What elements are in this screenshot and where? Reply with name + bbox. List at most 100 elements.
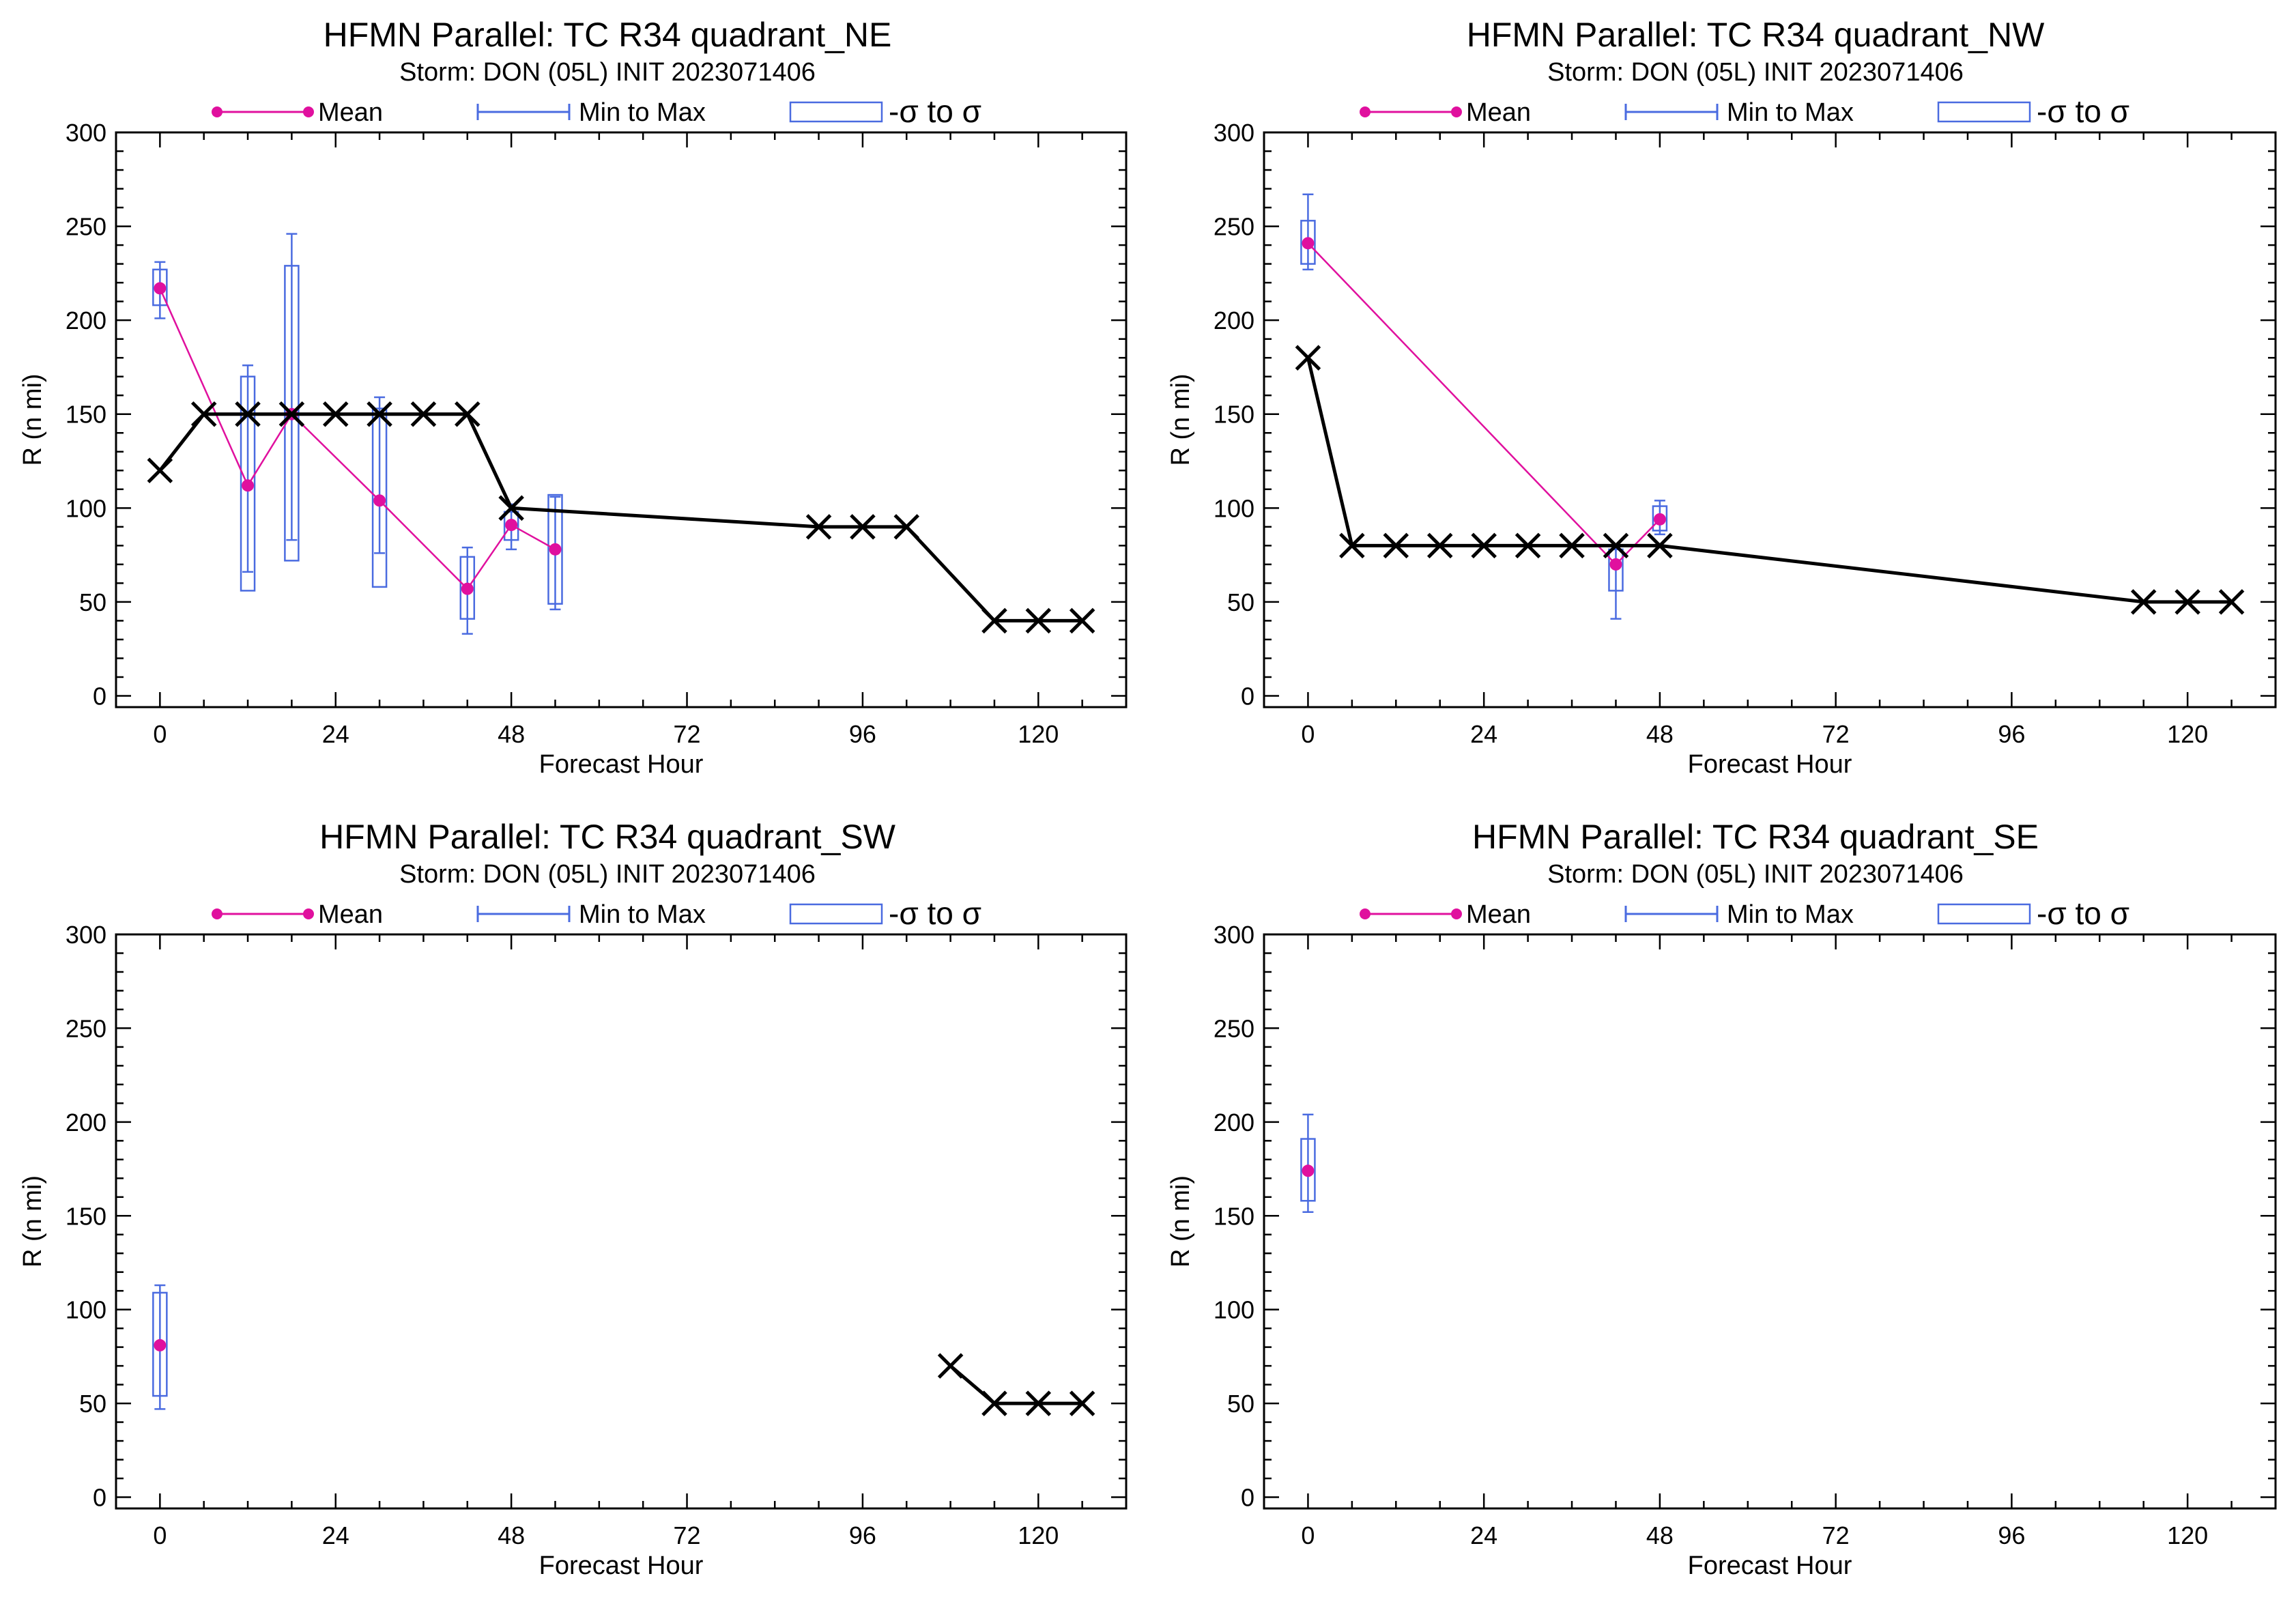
observed-marker-stroke <box>322 401 349 427</box>
observed-marker-stroke <box>498 495 524 521</box>
y-tick-label: 150 <box>1214 1202 1254 1230</box>
x-tick-label: 0 <box>1301 1521 1315 1549</box>
x-tick-label: 48 <box>498 720 525 748</box>
chart-panel-1: HFMN Parallel: TC R34 quadrant_NE Storm: … <box>18 16 1128 779</box>
observed-marker-stroke <box>1339 532 1365 559</box>
observed-marker <box>893 514 920 540</box>
chart-panel-2: HFMN Parallel: TC R34 quadrant_NW Storm: … <box>1166 16 2277 779</box>
observed-marker <box>1025 607 1052 634</box>
y-axis-label: R (n mi) <box>1166 1175 1195 1268</box>
legend: Mean Min to Max -σ to σ <box>212 94 981 129</box>
y-tick-label: 200 <box>66 306 106 334</box>
x-tick-label: 120 <box>2167 1521 2208 1549</box>
observed-marker <box>981 607 1007 634</box>
mean-marker <box>1609 558 1622 571</box>
x-tick-label: 24 <box>322 720 349 748</box>
mean-marker <box>242 479 255 492</box>
observed-marker-stroke <box>1069 1390 1095 1416</box>
mean-marker <box>1302 1164 1315 1177</box>
mean-marker <box>1302 237 1315 250</box>
y-tick-label: 50 <box>79 588 106 616</box>
observed-marker-stroke <box>981 607 1007 634</box>
plot-frame <box>1263 933 2277 1510</box>
x-axis-label: Forecast Hour <box>1688 750 1852 779</box>
chart-subtitle: Storm: DON (05L) INIT 2023071406 <box>1547 860 1964 889</box>
y-tick-label: 50 <box>79 1390 106 1418</box>
chart-title: HFMN Parallel: TC R34 quadrant_NW <box>1467 16 2045 54</box>
chart-subtitle: Storm: DON (05L) INIT 2023071406 <box>1547 58 1964 87</box>
y-tick-label: 0 <box>1241 1484 1254 1512</box>
y-tick-label: 0 <box>1241 682 1254 710</box>
observed-marker-stroke <box>1295 345 1321 371</box>
y-tick-label: 250 <box>66 213 106 241</box>
legend-mean-label: Mean <box>318 900 383 929</box>
observed-marker <box>278 401 305 427</box>
observed-marker <box>1603 532 1629 559</box>
x-tick-label: 96 <box>1998 1521 2025 1549</box>
legend-sigma-box <box>1937 903 2031 925</box>
observed-marker <box>850 514 876 540</box>
y-tick-label: 0 <box>93 682 106 710</box>
legend-mean-marker <box>1360 908 1371 919</box>
legend-minmax-label: Min to Max <box>579 900 706 929</box>
observed-marker-stroke <box>190 401 217 427</box>
observed-marker <box>1559 532 1585 559</box>
legend-minmax-label: Min to Max <box>579 98 706 127</box>
y-tick-label: 300 <box>66 921 106 949</box>
observed-line <box>1306 357 2232 604</box>
observed-marker-stroke <box>1426 532 1453 559</box>
legend-sigma-box <box>789 903 883 925</box>
observed-marker <box>190 401 217 427</box>
observed-marker-stroke <box>235 401 261 427</box>
observed-marker-stroke <box>2175 589 2200 615</box>
observed-marker-stroke <box>893 514 920 540</box>
observed-marker <box>1069 607 1095 634</box>
observed-marker <box>937 1353 964 1379</box>
plot-frame <box>1263 131 2277 708</box>
observed-marker <box>805 514 832 540</box>
observed-marker <box>1383 532 1409 559</box>
chart-panel-4: HFMN Parallel: TC R34 quadrant_SE Storm: … <box>1166 818 2277 1580</box>
plot-frame <box>115 933 1128 1510</box>
y-tick-label: 50 <box>1227 588 1254 616</box>
x-tick-label: 120 <box>1018 1521 1059 1549</box>
x-tick-label: 72 <box>1822 1521 1850 1549</box>
x-tick-label: 72 <box>673 1521 700 1549</box>
observed-marker-stroke <box>1647 532 1673 559</box>
observed-marker-stroke <box>455 401 480 427</box>
legend-mean-marker <box>1451 908 1462 919</box>
observed-marker <box>410 401 437 427</box>
y-tick-label: 200 <box>1214 306 1254 334</box>
observed-marker <box>2130 589 2157 615</box>
legend-minmax-label: Min to Max <box>1727 98 1854 127</box>
x-tick-label: 48 <box>1646 1521 1674 1549</box>
observed-marker-stroke <box>410 401 437 427</box>
observed-marker-stroke <box>367 401 392 427</box>
legend-sigma-box <box>1937 101 2031 123</box>
y-tick-label: 300 <box>66 119 106 147</box>
y-tick-label: 0 <box>93 1484 106 1512</box>
legend-mean-marker <box>212 106 223 117</box>
chart-title: HFMN Parallel: TC R34 quadrant_SW <box>319 818 896 856</box>
x-tick-label: 72 <box>673 720 700 748</box>
observed-marker <box>1025 1390 1052 1416</box>
mean-marker <box>549 543 562 556</box>
legend-sigma-box <box>789 101 883 123</box>
observed-marker <box>1471 532 1497 559</box>
legend-sigma-label: -σ to σ <box>889 94 981 129</box>
mean-line <box>159 287 556 590</box>
y-tick-label: 250 <box>1214 1014 1254 1042</box>
observed-marker-stroke <box>1559 532 1585 559</box>
observed-marker-stroke <box>147 457 173 484</box>
x-tick-label: 96 <box>1998 720 2025 748</box>
observed-marker <box>498 495 524 521</box>
x-axis-label: Forecast Hour <box>539 750 704 779</box>
legend-mean-marker <box>212 908 223 919</box>
x-tick-label: 24 <box>1470 720 1497 748</box>
y-tick-label: 250 <box>1214 213 1254 241</box>
legend-mean-label: Mean <box>1466 98 1531 127</box>
plot-frame <box>115 131 1128 708</box>
observed-marker-stroke <box>1603 532 1629 559</box>
y-tick-label: 300 <box>1214 921 1254 949</box>
